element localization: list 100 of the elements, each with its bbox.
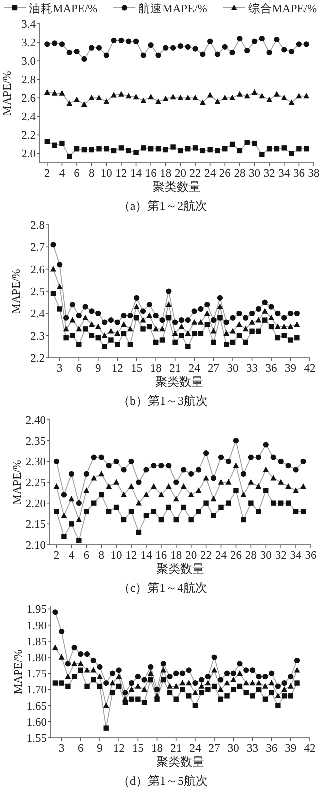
point	[188, 492, 194, 498]
text: （a）第1～2航次	[118, 199, 208, 213]
legend-label: 油耗MAPE/%	[29, 2, 98, 16]
point	[259, 93, 266, 99]
y-tick-label: 1.55	[26, 733, 48, 745]
x-tick-label: 18	[170, 550, 182, 562]
point	[275, 335, 281, 341]
point	[226, 458, 232, 464]
point	[163, 147, 168, 153]
point	[188, 471, 194, 477]
point	[172, 340, 178, 346]
point	[256, 687, 262, 692]
point	[70, 333, 76, 338]
point	[135, 674, 141, 680]
point	[293, 509, 299, 514]
point	[210, 496, 217, 502]
point	[262, 308, 268, 314]
point	[260, 152, 265, 158]
point	[266, 96, 273, 102]
legend-label: 综合MAPE/%	[248, 2, 318, 16]
point	[226, 479, 232, 485]
x-tick-label: 27	[208, 743, 221, 755]
point	[243, 315, 249, 321]
point	[270, 475, 277, 481]
point	[186, 680, 192, 686]
point	[111, 148, 117, 154]
point	[166, 463, 172, 469]
x-tick-label: 2	[54, 550, 60, 562]
point	[66, 100, 73, 106]
x-tick-label: 18	[150, 363, 162, 375]
point	[186, 668, 192, 674]
point	[192, 680, 198, 686]
point	[160, 338, 166, 343]
point	[151, 509, 157, 514]
y-tick-label: 2.5	[30, 286, 46, 298]
y-tick-label: 1.70	[26, 684, 48, 697]
point	[230, 676, 237, 682]
point	[205, 674, 211, 680]
point	[210, 476, 217, 482]
point	[90, 667, 97, 673]
point	[259, 36, 265, 42]
point	[224, 330, 230, 336]
point	[61, 492, 68, 498]
point	[275, 310, 281, 316]
point	[185, 318, 191, 324]
point	[237, 148, 243, 154]
point	[256, 306, 262, 312]
x-tick-label: 12	[126, 550, 138, 562]
point	[186, 694, 192, 699]
point	[262, 300, 268, 306]
point	[74, 49, 80, 55]
x-tick-label: 15	[132, 743, 144, 755]
point	[212, 667, 218, 673]
point	[57, 306, 62, 312]
point	[282, 315, 288, 321]
point	[199, 690, 204, 696]
point	[217, 304, 224, 310]
y-tick-label: 1.95	[26, 604, 48, 616]
point	[304, 42, 310, 48]
y-tick-label: 1.80	[26, 652, 48, 665]
x-tick-label: 6	[84, 550, 90, 562]
x-tick-label: 32	[275, 550, 288, 562]
x-tick-label: 6	[74, 168, 80, 180]
point	[127, 326, 134, 332]
point	[129, 696, 134, 702]
point	[52, 90, 58, 96]
point	[153, 326, 160, 332]
point	[198, 683, 205, 689]
point	[166, 504, 172, 510]
point	[144, 467, 150, 473]
point	[140, 308, 146, 314]
x-tick-label: 34	[290, 550, 302, 562]
point	[104, 680, 110, 686]
point	[294, 310, 300, 316]
point	[76, 538, 82, 544]
x-tick-label: 14	[130, 168, 142, 180]
point	[286, 463, 292, 469]
point	[244, 140, 250, 146]
y-tick-label: 2.4	[22, 112, 36, 124]
point	[61, 512, 68, 518]
point	[243, 340, 248, 346]
point	[76, 500, 82, 506]
point	[288, 338, 294, 343]
point	[148, 42, 154, 48]
point	[192, 146, 198, 151]
point	[82, 314, 89, 320]
x-tick-label: 30	[260, 550, 272, 562]
point	[178, 318, 185, 324]
point	[118, 38, 124, 44]
point	[185, 330, 192, 336]
x-tick-label: 20	[186, 550, 198, 562]
point	[96, 335, 101, 341]
y-axis-title: MAPE/%	[2, 70, 14, 116]
point	[134, 295, 140, 301]
point	[54, 483, 60, 490]
point	[208, 147, 213, 153]
point	[192, 94, 199, 101]
point	[91, 454, 97, 460]
point	[78, 651, 84, 658]
point	[153, 340, 159, 346]
